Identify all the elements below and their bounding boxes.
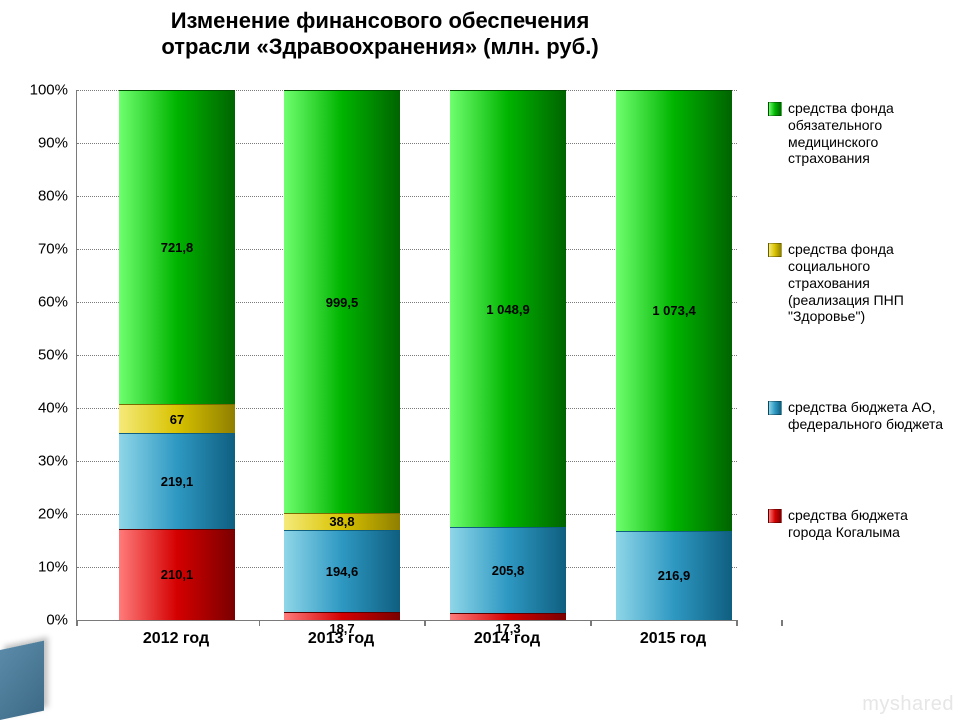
chart: 210,1219,167721,818,7194,638,8999,517,32…: [16, 90, 756, 680]
bar-value-label: 999,5: [284, 295, 400, 310]
x-axis-label: 2015 год: [640, 630, 706, 648]
bar-value-label: 194,6: [284, 564, 400, 579]
bar-value-label: 210,1: [119, 567, 235, 582]
bar-column: 216,9 1 073,4: [616, 90, 732, 620]
decorative-corner: [0, 641, 44, 720]
bar-value-label: 1 073,4: [616, 303, 732, 318]
bar-segment-city: [284, 612, 400, 620]
y-axis-label: 10%: [16, 559, 68, 576]
legend-item: средства фонда обязательного медицинског…: [768, 100, 954, 167]
bar-column: 210,1 219,1 67 721,8: [119, 90, 235, 620]
y-axis-label: 60%: [16, 294, 68, 311]
bar-column: 18,7194,638,8999,5: [284, 90, 400, 620]
x-axis-label: 2013 год: [308, 630, 374, 648]
y-axis-label: 80%: [16, 188, 68, 205]
x-tick: [736, 620, 738, 626]
bar-value-label: 219,1: [119, 474, 235, 489]
legend-item: средства бюджета города Когалыма: [768, 507, 954, 541]
y-axis-label: 100%: [16, 82, 68, 99]
plot-area: 210,1219,167721,818,7194,638,8999,517,32…: [76, 90, 737, 621]
bar-value-label: 205,8: [450, 563, 566, 578]
chart-title: Изменение финансового обеспечения отрасл…: [0, 8, 760, 61]
bar-value-label: 1 048,9: [450, 302, 566, 317]
legend-swatch: [768, 509, 782, 523]
bar-segment-city: [450, 613, 566, 620]
legend-swatch: [768, 401, 782, 415]
bar-value-label: 721,8: [119, 240, 235, 255]
watermark: myshared: [862, 693, 954, 716]
legend-item: средства фонда социального страхования (…: [768, 241, 954, 325]
x-tick: [424, 620, 426, 626]
x-tick: [590, 620, 592, 626]
legend-swatch: [768, 102, 782, 116]
bar-column: 17,3205,81 048,9: [450, 90, 566, 620]
y-axis-label: 50%: [16, 347, 68, 364]
legend-label: средства фонда социального страхования (…: [788, 241, 954, 325]
y-axis-label: 20%: [16, 506, 68, 523]
x-axis-label: 2012 год: [143, 630, 209, 648]
x-axis-label: 2014 год: [474, 630, 540, 648]
bar-value-label: 216,9: [616, 568, 732, 583]
legend-label: средства бюджета АО, федерального бюджет…: [788, 399, 954, 433]
legend: средства фонда обязательного медицинског…: [768, 100, 954, 540]
legend-label: средства фонда обязательного медицинског…: [788, 100, 954, 167]
y-axis-label: 90%: [16, 135, 68, 152]
bar-value-label: 38,8: [284, 514, 400, 529]
y-axis-label: 0%: [16, 612, 68, 629]
x-tick: [76, 620, 78, 626]
legend-item: средства бюджета АО, федерального бюджет…: [768, 399, 954, 433]
bar-value-label: 67: [119, 412, 235, 427]
y-axis-label: 30%: [16, 453, 68, 470]
legend-label: средства бюджета города Когалыма: [788, 507, 954, 541]
x-tick: [259, 620, 261, 626]
y-axis-label: 70%: [16, 241, 68, 258]
y-axis-label: 40%: [16, 400, 68, 417]
title-line-2: отрасли «Здравоохранения» (млн. руб.): [161, 34, 598, 59]
legend-swatch: [768, 243, 782, 257]
title-line-1: Изменение финансового обеспечения: [171, 8, 590, 33]
